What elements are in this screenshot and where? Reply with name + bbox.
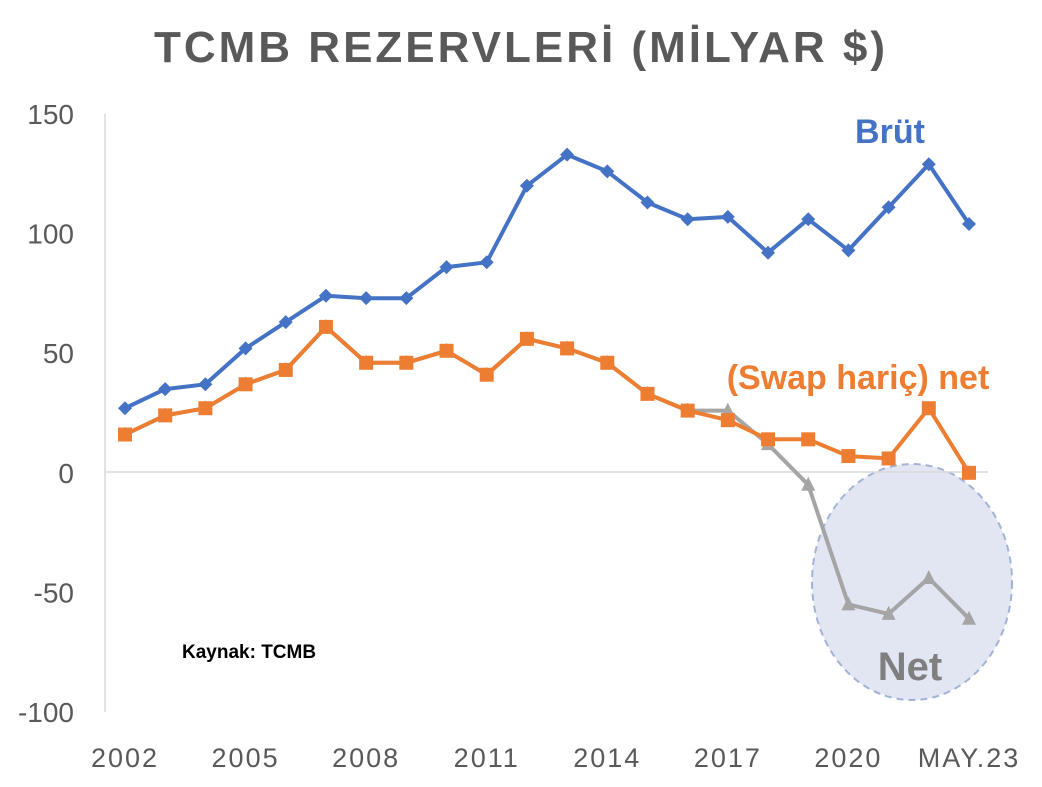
data-point-brut bbox=[399, 291, 414, 306]
y-tick-label: -100 bbox=[18, 697, 74, 728]
x-tick-label: 2020 bbox=[814, 743, 882, 773]
data-point-swap bbox=[278, 362, 293, 377]
x-tick-label: 2014 bbox=[573, 743, 641, 773]
data-point-swap bbox=[198, 401, 213, 416]
data-point-brut bbox=[560, 147, 575, 162]
source-note: Kaynak: TCMB bbox=[182, 642, 316, 663]
data-point-brut bbox=[640, 195, 655, 210]
data-point-brut bbox=[158, 382, 173, 397]
data-point-swap bbox=[479, 367, 494, 382]
series-brut bbox=[118, 147, 976, 416]
x-tick-label: 2002 bbox=[91, 743, 159, 773]
data-point-brut bbox=[720, 209, 735, 224]
data-point-brut bbox=[881, 200, 896, 215]
data-point-net bbox=[921, 570, 936, 585]
data-point-brut bbox=[359, 291, 374, 306]
series-label-net: Net bbox=[878, 645, 942, 689]
data-point-net bbox=[720, 402, 735, 417]
data-point-net bbox=[881, 605, 896, 620]
data-point-net bbox=[962, 610, 976, 625]
y-axis-tick-labels: 150 100 50 0 -50 -100 bbox=[18, 99, 74, 728]
data-point-swap bbox=[921, 401, 936, 416]
data-point-swap bbox=[640, 386, 655, 401]
data-point-brut bbox=[519, 178, 534, 193]
series-layer bbox=[118, 147, 976, 625]
x-tick-label: 2011 bbox=[454, 743, 520, 773]
chart-title: TCMB REZERVLERİ (MİLYAR $) bbox=[154, 23, 888, 72]
data-point-swap bbox=[238, 377, 253, 392]
data-point-net bbox=[801, 476, 816, 491]
data-point-brut bbox=[761, 245, 776, 260]
y-tick-label: 0 bbox=[58, 458, 74, 489]
series-line-brut bbox=[124, 152, 971, 411]
data-point-brut bbox=[801, 212, 816, 227]
data-point-swap bbox=[519, 331, 534, 346]
y-tick-label: 50 bbox=[43, 338, 74, 369]
series-label-brut: Brüt bbox=[855, 113, 925, 151]
series-label-swap-net: (Swap hariç) net bbox=[727, 359, 990, 397]
data-point-brut bbox=[841, 243, 856, 258]
y-tick-label: 100 bbox=[27, 219, 74, 250]
data-point-brut bbox=[962, 217, 976, 232]
data-point-swap bbox=[560, 341, 575, 356]
x-tick-label: 2005 bbox=[212, 743, 280, 773]
data-point-brut bbox=[439, 260, 454, 275]
data-point-swap bbox=[881, 451, 896, 466]
data-point-brut bbox=[278, 315, 293, 330]
data-point-swap bbox=[318, 319, 333, 334]
net-highlight-ellipse bbox=[811, 463, 1013, 701]
data-point-swap bbox=[761, 432, 776, 447]
data-point-net bbox=[841, 596, 856, 611]
data-point-brut bbox=[198, 377, 213, 392]
data-point-brut bbox=[600, 164, 615, 179]
data-point-swap bbox=[118, 427, 132, 442]
data-point-brut bbox=[680, 212, 695, 227]
data-point-brut bbox=[238, 341, 253, 356]
y-tick-label: 150 bbox=[27, 99, 74, 130]
data-point-swap bbox=[801, 432, 816, 447]
data-point-brut bbox=[479, 255, 494, 270]
data-point-brut bbox=[118, 401, 132, 416]
data-point-swap bbox=[841, 449, 856, 464]
x-axis-tick-labels: 2002 2005 2008 2011 2014 2017 2020 MAY.23 bbox=[91, 743, 1021, 773]
data-point-swap bbox=[399, 355, 414, 370]
data-point-swap bbox=[720, 413, 735, 428]
data-point-swap bbox=[359, 355, 374, 370]
series-swap bbox=[118, 319, 976, 480]
x-tick-label: MAY.23 bbox=[918, 743, 1021, 773]
x-tick-label: 2017 bbox=[694, 743, 762, 773]
x-tick-label: 2008 bbox=[332, 743, 400, 773]
data-point-swap bbox=[158, 408, 173, 423]
data-point-brut bbox=[921, 157, 936, 172]
series-line-swap bbox=[124, 324, 971, 474]
y-tick-label: -50 bbox=[34, 577, 74, 608]
data-point-swap bbox=[962, 465, 976, 480]
data-point-swap bbox=[680, 403, 695, 418]
data-point-swap bbox=[600, 355, 615, 370]
data-point-swap bbox=[439, 343, 454, 358]
data-point-brut bbox=[318, 288, 333, 303]
